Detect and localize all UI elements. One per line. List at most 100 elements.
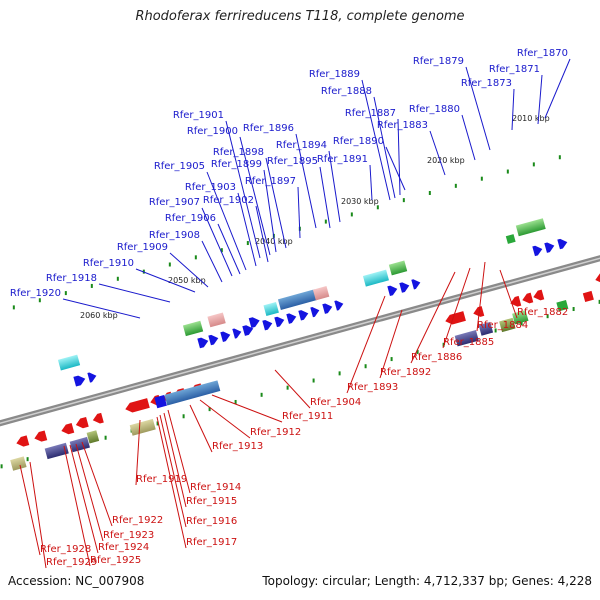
scale-tick-lower [104,435,107,440]
gene-label: Rfer_1909 [117,242,168,253]
topology-value: circular [322,574,367,588]
gene-label: Rfer_1913 [212,441,263,452]
scale-tick-upper [220,248,223,253]
reverse-gene-block [10,456,27,471]
gene-label: Rfer_1888 [321,86,372,97]
reverse-gene-arrow [75,416,89,429]
scale-label: 2040 kbp [255,237,293,246]
leader-line [361,79,391,201]
forward-gene-block [57,354,81,371]
scale-tick-upper [116,276,119,281]
gene-labels: 2010 kbp 2020 kbp 2030 kbp 2040 kbp 2050 kbp… [10,48,571,569]
leader-line [263,169,277,253]
gene-label: Rfer_1889 [309,69,360,80]
leader-line [217,223,241,275]
gene-label: Rfer_1919 [136,474,187,485]
leader-line [295,133,317,229]
gene-label: Rfer_1916 [186,516,237,527]
scale-tick-lower [208,407,211,412]
forward-gene-arrow [274,316,285,328]
scale-tick-upper [480,176,483,181]
leader-line [167,409,191,494]
gene-label: Rfer_1904 [310,397,361,408]
gene-label: Rfer_1873 [461,78,512,89]
gene-label: Rfer_1897 [245,176,296,187]
leader-line [319,166,331,229]
leader-line [239,136,271,256]
leader-line [499,269,518,319]
gene-label: Rfer_1912 [250,427,301,438]
gene-label: Rfer_1879 [413,56,464,67]
forward-gene-block [182,320,204,337]
page-title: Rhodoferax ferrireducens T118, complete … [135,9,465,24]
reverse-gene-block [164,380,221,406]
gene-label: Rfer_1898 [213,147,264,158]
forward-gene-arrow [197,337,209,349]
forward-gene-arrow [532,245,543,257]
leader-line [62,298,141,319]
forward-gene-arrow [242,325,254,336]
forward-gene-block [263,301,279,317]
scale-tick-lower [312,378,315,383]
forward-gene-arrow [544,242,555,253]
reverse-gene-block [556,300,569,312]
length-value: 4,712,337 bp [423,574,504,588]
forward-gene-arrow [220,331,231,342]
forward-gene-arrow [208,334,219,346]
leader-line [265,157,287,249]
scale-tick-lower [0,464,3,469]
scale-tick-lower [260,392,263,397]
scale-tick-lower [364,364,367,369]
reverse-gene-arrow [522,292,534,304]
leader-line [373,96,396,199]
gene-label: Rfer_1908 [149,230,200,241]
leader-line [397,118,401,196]
leader-line [135,268,196,293]
gene-label: Rfer_1891 [317,154,368,165]
scale-tick-upper [38,298,41,303]
gene-label: Rfer_1920 [10,288,61,299]
scale-tick-lower [182,414,185,419]
leader-line [199,399,251,439]
leader-line [442,267,471,349]
scale-tick-lower [520,321,523,326]
reverse-gene-block [44,442,69,460]
leader-line [63,445,91,567]
reverse-gene-arrow [445,311,466,325]
reverse-gene-arrow [595,272,600,284]
scale-tick-lower [338,371,341,376]
forward-gene-arrow [73,375,86,387]
leader-line [461,114,476,161]
gene-label: Rfer_1887 [345,108,396,119]
scale-tick-lower [286,385,289,390]
leader-line [369,164,373,201]
gene-label: Rfer_1928 [40,544,91,555]
scale-tick-lower [546,314,549,319]
leader-line [156,416,187,549]
forward-gene-arrow [262,319,273,331]
reverse-gene-arrow [16,435,30,447]
gene-label: Rfer_1871 [489,64,540,75]
gene-label: Rfer_1882 [517,307,568,318]
leader-line [410,271,456,364]
gene-label: Rfer_1890 [333,136,384,147]
scale-tick-upper [64,291,67,296]
gene-label: Rfer_1906 [165,213,216,224]
reverse-gene-arrow [473,306,485,317]
forward-gene-arrow [248,317,260,328]
forward-gene-arrow [322,303,333,314]
scale-tick-upper [454,183,457,188]
leader-line [476,261,486,332]
scale-label: 2020 kbp [427,156,465,165]
reverse-gene-arrow [125,398,150,413]
forward-gene-arrow [334,300,344,311]
forward-gene-block [505,234,516,244]
gene-label: Rfer_1883 [377,120,428,131]
leader-line [159,414,187,528]
forward-gene-block [388,260,408,276]
scale-label: 2030 kbp [341,197,379,206]
scale-tick-upper [168,262,171,267]
scale-tick-upper [428,190,431,195]
scale-label: 2060 kbp [80,311,118,320]
reverse-gene-arrow [533,289,545,301]
